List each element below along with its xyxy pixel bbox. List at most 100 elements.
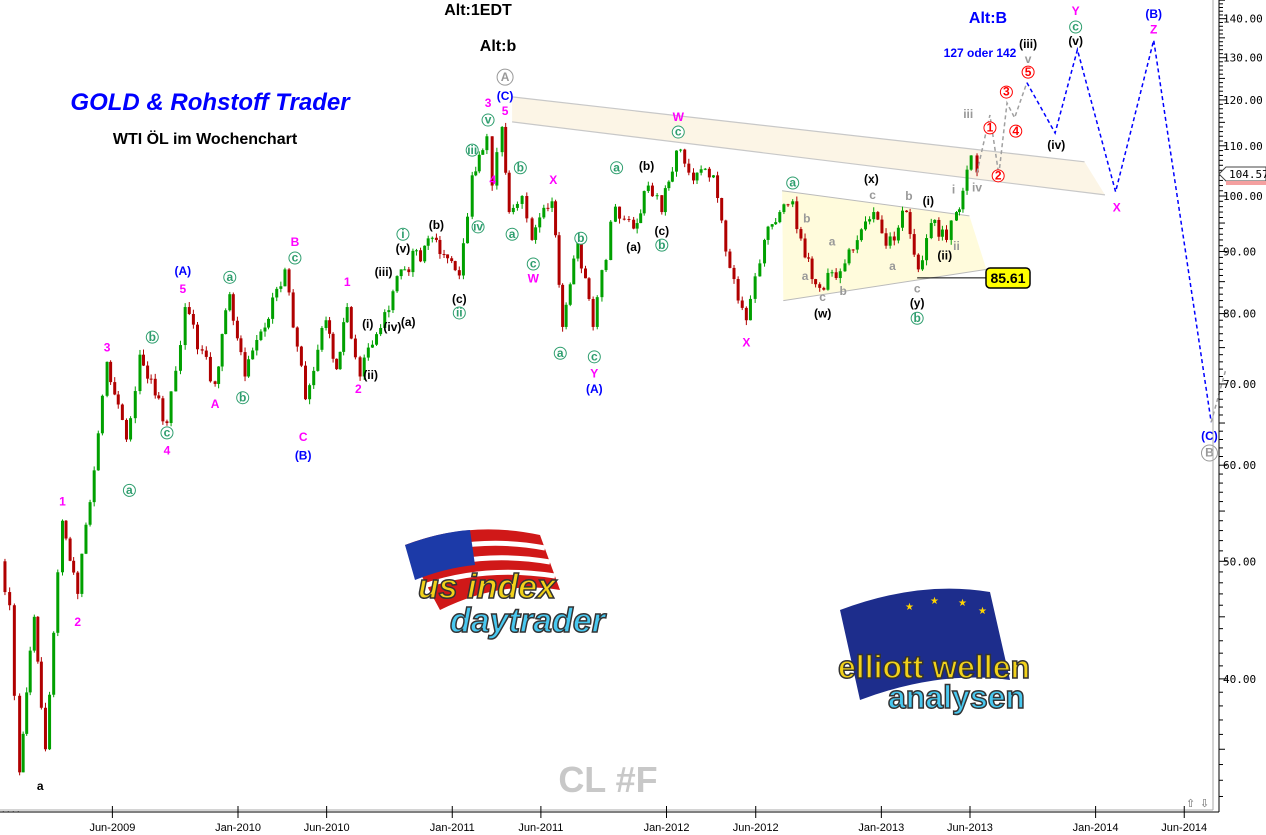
candle bbox=[419, 247, 423, 263]
wave-label: A bbox=[211, 397, 220, 411]
candle-body bbox=[520, 196, 524, 204]
candle-body bbox=[766, 226, 770, 240]
candle-body bbox=[925, 238, 929, 261]
scroll-up-button[interactable]: ⇧ bbox=[1186, 798, 1195, 810]
candle bbox=[945, 225, 949, 243]
wave-label: B bbox=[291, 235, 300, 249]
candle bbox=[187, 302, 191, 316]
candle bbox=[217, 366, 221, 389]
candle-body bbox=[12, 605, 16, 696]
candle bbox=[695, 172, 699, 185]
wave-label: 1 bbox=[59, 495, 66, 509]
candle-body bbox=[426, 238, 430, 246]
candle bbox=[937, 217, 941, 241]
wave-label: b bbox=[513, 160, 527, 175]
wave-label-text: (y) bbox=[910, 296, 925, 310]
candle bbox=[453, 260, 457, 272]
wave-label: Y bbox=[1072, 4, 1080, 18]
candle bbox=[646, 181, 650, 193]
wave-label-circle bbox=[496, 68, 514, 86]
candle-body bbox=[703, 168, 707, 170]
candle-body bbox=[308, 385, 312, 400]
candle bbox=[345, 303, 349, 324]
logo-left-line1: us index bbox=[418, 568, 558, 606]
candle bbox=[477, 151, 481, 174]
wave-label-text: a bbox=[802, 269, 809, 283]
chart-title: GOLD & Rohstoff Trader bbox=[70, 89, 351, 116]
candle-body bbox=[595, 297, 599, 327]
candle bbox=[84, 522, 88, 555]
candle bbox=[892, 231, 896, 246]
candle-body bbox=[542, 207, 546, 218]
candles-layer bbox=[3, 122, 979, 776]
candle-body bbox=[699, 169, 703, 173]
wave-label-text: (i) bbox=[362, 317, 373, 331]
wave-label: 3 bbox=[104, 340, 111, 354]
wave-label-text: (ii) bbox=[937, 248, 952, 262]
wave-label-text: (b) bbox=[639, 159, 654, 173]
candle bbox=[495, 147, 499, 190]
candle-body bbox=[220, 334, 224, 367]
x-tick-label: Jun-2009 bbox=[89, 822, 135, 834]
candle bbox=[224, 308, 228, 335]
candle-body bbox=[774, 222, 778, 225]
candle-body bbox=[822, 287, 826, 290]
svg-text:★: ★ bbox=[978, 606, 987, 617]
scroll-down-button[interactable]: ⇩ bbox=[1200, 798, 1209, 810]
wave-label-circle bbox=[553, 346, 567, 360]
candle bbox=[900, 206, 904, 231]
candle-body bbox=[419, 250, 423, 262]
candle-body bbox=[855, 240, 859, 250]
candle-body bbox=[830, 272, 834, 274]
candle bbox=[399, 269, 403, 280]
candle-body bbox=[84, 524, 88, 554]
candle-body bbox=[564, 304, 568, 327]
candle-body bbox=[3, 561, 7, 593]
candle bbox=[515, 201, 519, 211]
candle bbox=[650, 182, 654, 197]
candle-body bbox=[732, 267, 736, 280]
candle bbox=[358, 355, 362, 381]
candle bbox=[965, 165, 969, 195]
wave-label-circle bbox=[396, 227, 410, 241]
x-tick-label: Jan-2011 bbox=[430, 822, 475, 834]
candle-body bbox=[204, 350, 208, 357]
candle bbox=[8, 587, 12, 611]
candle-body bbox=[481, 150, 485, 155]
candle-body bbox=[859, 229, 863, 241]
candle-body bbox=[490, 136, 494, 186]
candle bbox=[312, 366, 316, 389]
candle bbox=[457, 266, 461, 280]
candle bbox=[434, 233, 438, 243]
candle-body bbox=[395, 276, 399, 292]
y-tick-label: 50.00 bbox=[1223, 555, 1256, 568]
wave-label: (A) bbox=[174, 264, 191, 278]
candle bbox=[349, 306, 353, 340]
x-tick-label: Jan-2010 bbox=[215, 822, 261, 834]
candle bbox=[550, 197, 554, 213]
candle-body bbox=[786, 204, 790, 206]
candle-body bbox=[728, 251, 732, 268]
wave-label-text: c bbox=[164, 426, 171, 440]
candle-body bbox=[695, 172, 699, 181]
wave-label-text: (a) bbox=[401, 315, 416, 329]
candle-body bbox=[138, 354, 142, 392]
wave-label-circle bbox=[513, 161, 527, 175]
wave-label-circle bbox=[526, 257, 540, 271]
candle-body bbox=[868, 219, 872, 222]
wave-label-text: X bbox=[1113, 200, 1121, 214]
wave-label: a bbox=[223, 270, 237, 284]
candle-body bbox=[231, 294, 235, 321]
wave-label: c bbox=[869, 188, 876, 202]
candle-body bbox=[748, 298, 752, 321]
candle bbox=[933, 219, 937, 227]
channel-fill bbox=[512, 96, 1105, 195]
candle-body bbox=[124, 419, 128, 440]
candle-body bbox=[550, 201, 554, 208]
logo-right-line1: elliott wellen bbox=[838, 649, 1030, 685]
wave-label: b bbox=[145, 330, 159, 344]
candle bbox=[855, 235, 859, 254]
candle-body bbox=[778, 212, 782, 223]
candle bbox=[807, 252, 811, 263]
candle-body bbox=[530, 218, 534, 240]
